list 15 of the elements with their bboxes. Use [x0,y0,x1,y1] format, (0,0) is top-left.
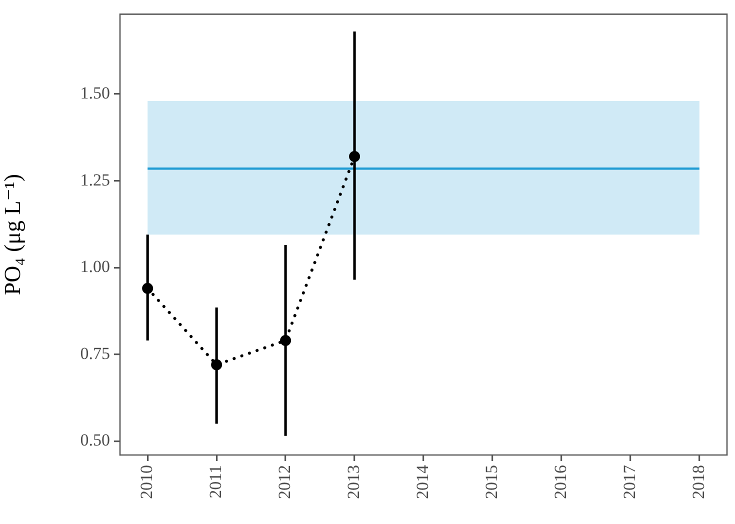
x-tick-label: 2012 [275,465,294,499]
x-tick-label: 2010 [137,465,156,499]
y-axis-title: PO₄ (μg L⁻¹) [0,174,25,296]
x-tick-label: 2013 [344,465,363,499]
y-tick-label: 1.25 [80,170,110,190]
y-tick-label: 1.50 [80,84,110,102]
x-tick-label: 2015 [482,465,501,499]
x-tick-label: 2011 [206,465,226,498]
y-tick-label: 1.00 [80,257,110,276]
y-tick-label: 0.50 [80,430,110,450]
x-tick-label: 2014 [412,464,432,499]
x-tick-label: 2017 [620,464,639,499]
y-tick-label: 0.75 [80,344,110,363]
x-tick-label: 2016 [550,465,570,499]
x-tick-label: 2018 [688,465,708,499]
